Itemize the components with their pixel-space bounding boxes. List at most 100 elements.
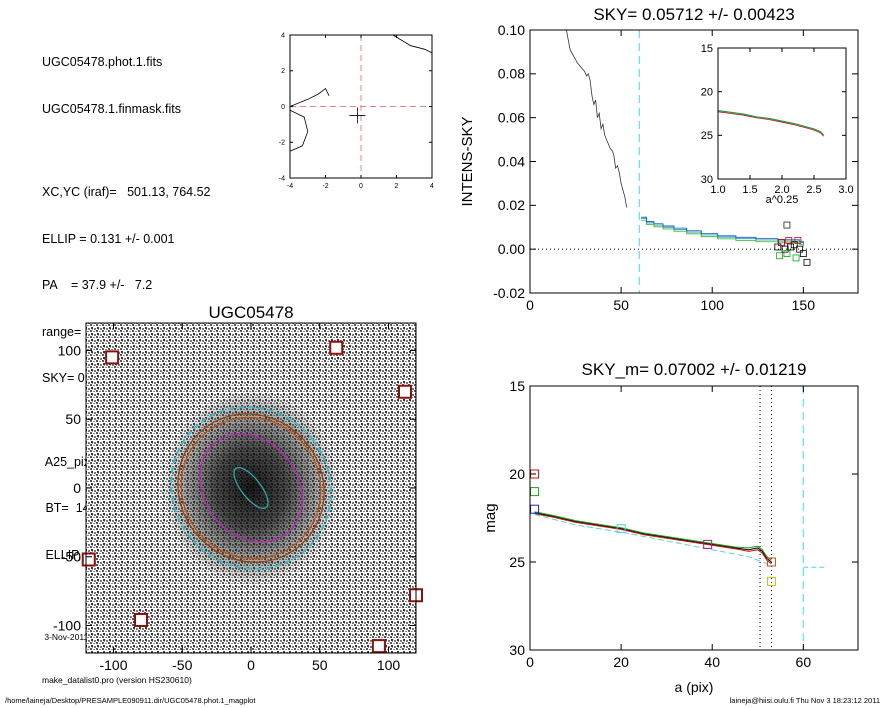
intensity-profile xyxy=(566,30,627,208)
y-tick-label: -0.02 xyxy=(493,285,525,301)
mag-square xyxy=(766,576,776,586)
image-axes: -100 -50 0 50 100 -100 -50 0 50 100 xyxy=(53,322,417,673)
sky-square xyxy=(794,236,802,244)
mag-plot: SKY_m= 0.07002 +/- 0.01219 a (pix) mag xyxy=(482,360,827,695)
x-tick-label: -4 xyxy=(287,183,293,190)
y-tick-label: 25 xyxy=(509,554,525,570)
y-tick-label: 0.00 xyxy=(498,241,525,257)
x-tick-label: 0 xyxy=(526,654,534,670)
mag-title: SKY_m= 0.07002 +/- 0.01219 xyxy=(582,360,807,379)
y-tick-label: 15 xyxy=(509,378,525,394)
x-tick-label: 2.0 xyxy=(774,184,789,196)
mask-marker xyxy=(371,639,386,654)
y-tick-label: 20 xyxy=(509,466,525,482)
mag-xlabel: a (pix) xyxy=(675,679,714,695)
y-tick-label: -2 xyxy=(279,140,285,147)
sky-square xyxy=(787,243,794,251)
sky-square xyxy=(774,243,782,251)
x-tick-label: -50 xyxy=(172,657,192,673)
sky-series xyxy=(566,30,811,266)
y-tick-label: 30 xyxy=(509,642,525,658)
x-tick-label: 20 xyxy=(613,654,629,670)
x-tick-label: 4 xyxy=(430,183,434,190)
x-tick-label: 1.5 xyxy=(742,184,757,196)
inset-xlabel: a^0.25 xyxy=(766,194,799,206)
image-panel: UGC05478 xyxy=(81,303,423,654)
y-tick-label: 0.06 xyxy=(498,110,525,126)
x-tick-label: 0 xyxy=(359,183,363,190)
x-tick-label: 3.0 xyxy=(838,184,853,196)
mag-profile xyxy=(534,513,772,565)
isophote-ellipse xyxy=(199,433,303,543)
ellipticity: ELLIP = 0.131 +/- 0.001 xyxy=(42,231,175,246)
x-tick-label: 2.5 xyxy=(806,184,821,196)
sky-title: SKY= 0.05712 +/- 0.00423 xyxy=(593,5,794,24)
inset-curve-red xyxy=(717,111,824,137)
mag-profile xyxy=(534,511,772,561)
footer-right: laineja@hiisi.oulu.fi Thu Nov 3 18:23:12… xyxy=(730,696,880,705)
y-tick-label: 15 xyxy=(701,43,713,55)
y-tick-label: 0.08 xyxy=(498,66,525,82)
isophote-contour xyxy=(289,87,330,107)
isophote-ellipse xyxy=(170,406,332,570)
mag-square xyxy=(530,487,540,497)
sky-square xyxy=(776,252,784,260)
center-coords: XC,YC (iraf)= 501.13, 764.52 xyxy=(42,185,211,199)
x-tick-label: 100 xyxy=(377,657,401,673)
mag-profile xyxy=(534,512,772,563)
x-tick-label: 150 xyxy=(792,297,816,313)
sky-step-cyan xyxy=(641,218,804,245)
mask-marker xyxy=(81,552,96,567)
footer-left: /home/laineja/Desktop/PRESAMPLE090911.di… xyxy=(5,696,256,705)
isophote-contour xyxy=(392,34,433,54)
x-tick-label: 0 xyxy=(526,297,534,313)
mag-square xyxy=(530,504,540,514)
sky-square xyxy=(785,236,793,244)
y-tick-label: 50 xyxy=(65,411,81,427)
image-title: UGC05478 xyxy=(208,303,293,322)
y-tick-label: 25 xyxy=(701,130,713,142)
sky-square xyxy=(803,258,811,266)
y-tick-label: 4 xyxy=(281,32,285,39)
sky-square xyxy=(783,221,791,229)
version-stamp: make_datalist0.pro (version HS230610) xyxy=(42,675,192,685)
inset-curve-green xyxy=(717,110,824,136)
sky-ylabel: INTENS-SKY xyxy=(459,116,476,206)
x-tick-label: 50 xyxy=(312,657,328,673)
y-tick-label: 100 xyxy=(58,342,82,358)
fits-file: UGC05478.phot.1.fits xyxy=(42,55,163,69)
mask-marker xyxy=(398,384,412,399)
y-tick-label: -50 xyxy=(61,549,81,565)
mag-ylabel: mag xyxy=(482,503,499,532)
sky-square xyxy=(783,250,791,257)
isophote-ellipse xyxy=(177,413,325,563)
y-tick-label: -100 xyxy=(53,617,81,633)
x-tick-label: 0 xyxy=(247,657,255,673)
mask-marker xyxy=(329,340,344,355)
y-tick-label: 30 xyxy=(701,174,713,186)
position-angle: PA = 37.9 +/- 7.2 xyxy=(42,278,153,292)
mag-square xyxy=(766,557,776,567)
sky-square xyxy=(778,239,785,246)
x-tick-label: -2 xyxy=(322,183,328,190)
center-axes: -4 -2 0 2 4 -4 -2 0 2 4 xyxy=(279,32,434,190)
y-tick-label: 2 xyxy=(281,68,285,75)
inset-axes: 1.0 1.5 2.0 2.5 3.0 15 20 25 30 xyxy=(701,43,854,196)
center-plot xyxy=(289,34,433,178)
y-tick-label: 0.10 xyxy=(498,22,525,38)
x-tick-label: -100 xyxy=(99,657,127,673)
sky-axes: 0 50 100 150 -0.02 0.00 0.02 0.04 0.06 0.08 0.10 xyxy=(493,22,859,313)
y-tick-label: 0 xyxy=(73,480,81,496)
x-tick-label: 50 xyxy=(613,297,629,313)
sky-square xyxy=(799,250,807,257)
y-tick-label: 0.04 xyxy=(498,153,525,169)
x-tick-label: 40 xyxy=(704,654,720,670)
y-tick-label: 0.02 xyxy=(498,197,525,213)
x-tick-label: 100 xyxy=(701,297,725,313)
mask-file: UGC05478.1.finmask.fits xyxy=(42,101,181,116)
sky-square xyxy=(790,241,798,249)
mask-marker xyxy=(105,350,120,365)
x-tick-label: 60 xyxy=(796,654,812,670)
sky-step-green xyxy=(641,219,804,247)
sky-square xyxy=(796,245,804,253)
